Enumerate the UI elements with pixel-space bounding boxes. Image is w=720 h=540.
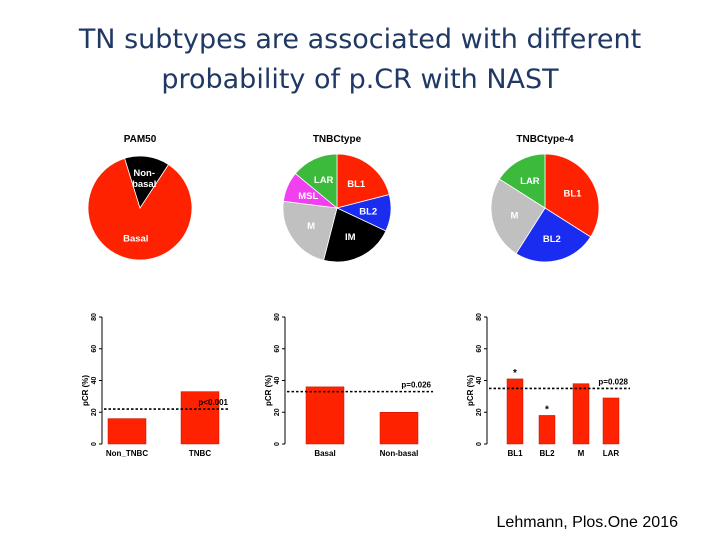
y-tick-label: 0 — [274, 442, 281, 446]
pie-slice-lar — [498, 153, 546, 209]
p-value-annotation: p=0.026 — [401, 381, 431, 390]
p-value-annotation: p<0.001 — [198, 398, 228, 407]
pie-label-bl1: BL1 — [563, 188, 582, 199]
y-tick-label: 0 — [91, 442, 98, 446]
y-tick-label: 60 — [91, 345, 98, 353]
bar-non-basal — [379, 412, 419, 445]
pie-label-lar: LAR — [520, 176, 540, 187]
slide-title-line-2: probability of p.CR with NAST — [161, 64, 559, 95]
y-tick-label: 0 — [476, 442, 483, 446]
bar-bl1 — [506, 378, 524, 445]
pie-label-im: IM — [345, 232, 356, 243]
p-value-annotation: p=0.028 — [598, 377, 628, 386]
significance-star: * — [513, 368, 517, 379]
bar-chart-tnbctype-4: 0 20 40 60 80 pCR (%) BL1 * BL2 * M LAR p=0.028 — [466, 313, 630, 458]
bar-chart-pam50: 0 20 40 60 80 pCR (%) Non_TNBC TNBC p<0.001 — [81, 313, 230, 458]
y-tick-label: 40 — [91, 377, 98, 385]
y-axis-label: pCR (%) — [264, 375, 273, 406]
pie-slice-lar — [294, 153, 338, 209]
pie-slice-bl2 — [515, 207, 592, 263]
x-tick-label-non-basal: Non-basal — [380, 449, 419, 458]
citation: Lehmann, Plos.One 2016 — [496, 514, 678, 531]
slide-title: TN subtypes are associated with differen… — [0, 20, 720, 100]
bar-bl2 — [538, 415, 556, 445]
significance-star: * — [545, 404, 549, 415]
y-tick-label: 80 — [476, 313, 483, 321]
x-tick-label-basal: Basal — [314, 449, 335, 458]
y-tick-label: 40 — [274, 377, 281, 385]
x-tick-label-non-tnbc: Non_TNBC — [106, 449, 148, 458]
y-tick-label: 60 — [476, 345, 483, 353]
y-tick-label: 40 — [476, 377, 483, 385]
y-tick-label: 80 — [91, 313, 98, 321]
x-tick-label-tnbc: TNBC — [189, 449, 211, 458]
y-tick-label: 80 — [274, 313, 281, 321]
bar-tnbc — [180, 391, 220, 445]
pie-label-bl2: BL2 — [543, 234, 561, 245]
pie-chart-tnbctype-4: TNBCtype-4 BL1 BL2 M LAR — [490, 134, 600, 263]
pie-slice-basal — [87, 157, 193, 261]
pie-slice-m — [282, 200, 338, 261]
x-tick-label-bl2: BL2 — [539, 449, 555, 458]
pie-slice-bl1 — [336, 153, 390, 209]
y-axis-label: pCR (%) — [81, 375, 90, 406]
pie-title: TNBCtype — [313, 134, 362, 145]
pie-slice-im — [323, 207, 387, 263]
pie-slice-m — [490, 178, 546, 255]
x-tick-label-lar: LAR — [603, 449, 620, 458]
pie-title: PAM50 — [124, 134, 157, 145]
bar-non-tnbc — [107, 418, 147, 445]
x-tick-label-m: M — [578, 449, 585, 458]
pie-title: TNBCtype-4 — [516, 134, 574, 145]
y-tick-label: 20 — [274, 408, 281, 416]
y-axis-label: pCR (%) — [466, 375, 475, 406]
y-tick-label: 60 — [274, 345, 281, 353]
pie-label-bl2: BL2 — [359, 206, 377, 217]
pie-chart-pam50: PAM50 Basal Non-basal — [87, 134, 193, 261]
y-tick-label: 20 — [91, 408, 98, 416]
x-tick-label-bl1: BL1 — [507, 449, 523, 458]
y-tick-label: 20 — [476, 408, 483, 416]
bar-lar — [602, 397, 620, 445]
pie-label-msl: MSL — [298, 191, 318, 202]
pie-label-non-basal: Non-basal — [132, 168, 156, 190]
pie-label-m: M — [510, 210, 518, 221]
bar-m — [572, 383, 590, 445]
pie-label-lar: LAR — [314, 175, 334, 186]
bar-basal — [305, 386, 345, 445]
pie-label-bl1: BL1 — [347, 179, 366, 190]
pie-slice-non-basal — [124, 155, 170, 209]
bar-chart-tnbctype: 0 20 40 60 80 pCR (%) Basal Non-basal p=0.026 — [264, 313, 433, 458]
pie-label-m: M — [307, 221, 315, 232]
pie-label-basal: Basal — [123, 233, 148, 244]
pie-chart-tnbctype: TNBCtype BL1 BL2 IM M MSL LAR — [282, 134, 392, 263]
slide-title-line-1: TN subtypes are associated with differen… — [78, 24, 642, 55]
